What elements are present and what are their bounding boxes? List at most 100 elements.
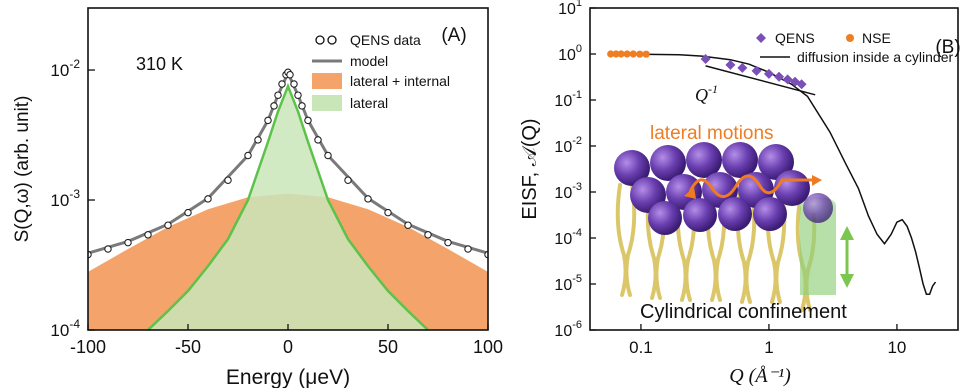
qens-data-point [304,116,312,125]
x-tick-label: -50 [175,337,201,357]
y-tick-label: 10-2 [50,57,80,80]
x-tick-label: 0 [283,337,293,357]
qens-data-point [204,195,212,203]
nse-point [642,50,650,58]
x-tick-label: 10 [887,338,906,357]
panel-b-xlabel: Q (Å⁻¹) [729,365,791,387]
lateral-motions-label: lateral motions [650,123,774,144]
legend-qens-label: QENS [775,30,815,46]
qens-eisf-point [796,79,807,90]
legend-qens-data-marker [327,35,337,45]
vertical-motion-arrow [840,226,854,288]
qens-data-point [104,245,112,253]
qens-eisf-point [763,68,774,79]
legend-nse-label: NSE [862,30,891,46]
lateral-area [148,86,428,330]
qens-eisf-point [751,65,762,76]
legend-lateral-swatch [312,95,342,111]
slope-annotation: Q-1 [695,82,718,105]
panel-b-label: (B) [935,37,960,58]
temperature-annotation: 310 K [136,54,183,74]
slope-annotation-base: Q [695,85,708,105]
panel-b-legend: QENS NSE diffusion inside a cylinder [756,30,954,65]
membrane-illustration [614,142,854,312]
legend-qens-marker [756,33,766,43]
y-tick-label: 10-5 [554,273,582,294]
qens-data-point [404,221,412,229]
y-tick-label: 100 [558,43,582,64]
qens-data-point [254,136,262,144]
qens-data-point [270,102,278,110]
qens-data-point [384,208,392,217]
x-tick-label: 1 [764,338,773,357]
x-tick-label: 50 [378,337,398,357]
qens-data-point [444,238,452,247]
panel-a-legend: QENS data model lateral + internal later… [312,32,450,111]
panel-a: -100 -50 0 50 100 10-4 10-3 10-2 (A) 310 K Ener… [12,7,503,388]
panel-a-label: (A) [441,25,466,46]
qens-data-point [264,116,272,125]
x-tick-label: -100 [70,337,106,357]
qens-data-point [278,80,286,88]
lateral-area-edge [147,82,429,330]
qens-data-point [244,151,252,160]
y-tick-label: 10-2 [554,135,582,156]
panel-b: 0.1 1 10 10-6 10-5 10-4 10-3 10-2 10-1 100 101 (B)… [519,0,961,387]
qens-data-point [184,208,192,217]
qens-data-point [294,91,302,99]
y-tick-label: 10-4 [50,317,80,340]
legend-model-label: model [350,53,388,69]
qens-data-point [464,245,472,253]
x-tick-label: 0.1 [629,338,653,357]
nse-point [623,50,631,58]
qens-data-point [298,102,306,110]
y-tick-label: 10-1 [554,89,582,110]
qens-data-point [144,231,152,239]
y-tick-label: 10-6 [554,319,582,340]
panel-a-xlabel: Energy (μeV) [226,366,350,388]
qens-data-point [286,70,294,79]
qens-eisf-point [737,62,748,73]
y-tick-label: 10-3 [554,181,582,202]
y-tick-label: 10-4 [554,227,582,248]
qens-data-point [124,238,132,247]
qens-data-point [314,136,322,144]
qens-data-point [224,176,232,184]
y-tick-label: 10-3 [50,187,80,210]
qens-eisf-point [700,53,711,64]
cylinder-model-line [612,53,937,295]
qens-eisf-point [725,59,736,70]
legend-qens-data-marker [315,35,325,45]
qens-data-point [424,231,432,239]
qens-eisf-point [782,74,793,85]
legend-cylinder-label: diffusion inside a cylinder [797,49,954,65]
legend-nse-marker [846,34,854,42]
slope-guide-line [705,65,816,96]
lateral-motion-arrowhead-left [684,187,696,199]
panel-a-ylabel: S(Q,ω) (arb. unit) [12,96,33,243]
qens-data-point [324,151,332,160]
qens-data-point [290,80,298,88]
qens-data-point [364,195,372,203]
legend-lateral-internal-label: lateral + internal [350,73,450,89]
panel-b-plot-area [607,50,937,312]
lateral-motion-arrow [688,174,812,198]
lipid-heads [614,142,833,235]
nse-point [612,50,620,58]
legend-lateral-internal-swatch [312,73,342,89]
qens-data-point [344,176,352,184]
legend-lateral-label: lateral [350,95,388,111]
y-tick-label: 101 [558,0,582,18]
slope-annotation-exponent: -1 [708,82,718,96]
nse-point [629,50,637,58]
nse-point [617,50,625,58]
x-tick-label: 100 [473,337,503,357]
panel-b-ylabel: EISF, 𝒜(Q) [519,118,541,219]
panel-a-plot-area [88,68,488,330]
nse-point [636,50,644,58]
lateral-motion-arrowhead-right [812,175,822,186]
cylindrical-confinement-label: Cylindrical confinement [640,301,847,323]
panel-b-frame [589,7,959,331]
legend-qens-data-label: QENS data [350,32,421,48]
